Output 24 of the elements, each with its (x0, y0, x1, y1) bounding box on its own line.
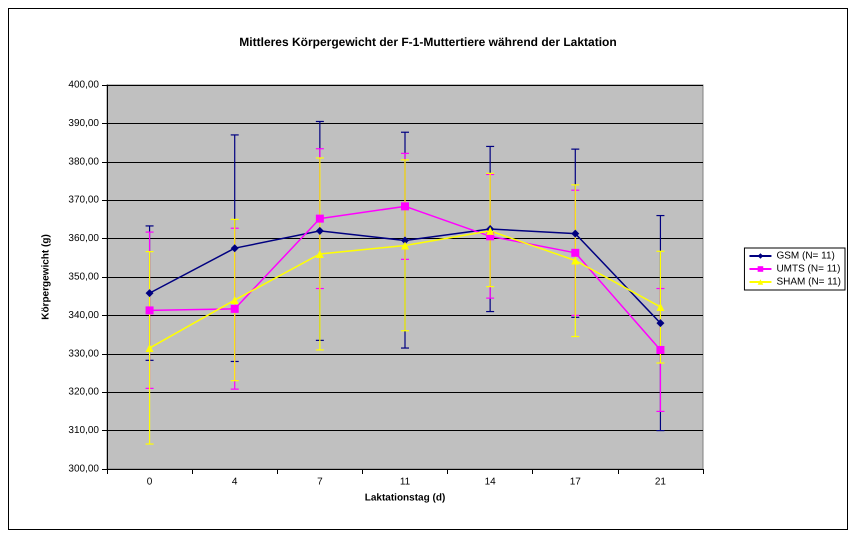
y-tick-label: 330,00 (68, 348, 100, 360)
x-tick-label: 0 (146, 476, 153, 488)
y-tick-label: 380,00 (68, 156, 100, 168)
y-tick-label: 390,00 (68, 118, 100, 129)
x-tick-label: 11 (400, 476, 411, 488)
y-tick-label: 400,00 (68, 80, 100, 90)
y-tick-label: 360,00 (68, 233, 100, 244)
x-tick-label: 17 (570, 476, 582, 488)
x-tick-label: 4 (232, 476, 238, 488)
y-tick-label: 370,00 (68, 194, 100, 206)
legend-label: GSM (N= 11) (776, 250, 835, 262)
legend-label: UMTS (N= 11) (776, 264, 840, 274)
x-tick-label: 14 (484, 476, 496, 488)
y-tick-label: 300,00 (68, 464, 100, 474)
x-tick-label: 7 (317, 476, 324, 488)
chart-title: Mittleres Körpergewicht der F-1-Muttertiere während der Laktation (239, 35, 617, 49)
y-tick-label: 320,00 (68, 386, 100, 398)
y-tick-label: 350,00 (68, 272, 100, 282)
y-tick-label: 340,00 (68, 310, 100, 321)
y-axis-title: Körpergewicht (g) (40, 234, 52, 320)
y-tick-label: 310,00 (68, 425, 100, 436)
x-tick-label: 21 (654, 476, 666, 488)
x-axis-title: Laktationstag (d) (364, 492, 446, 504)
legend-label: SHAM (N= 11) (776, 276, 842, 288)
